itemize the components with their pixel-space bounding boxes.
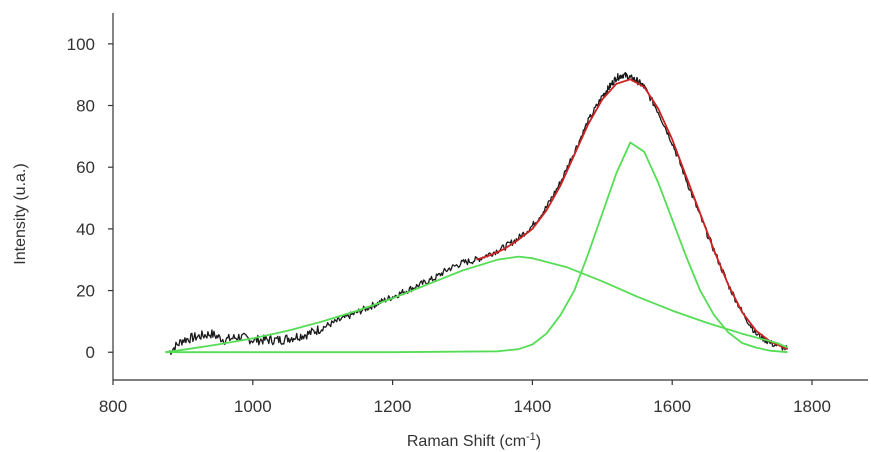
y-tick-label: 40 xyxy=(76,220,95,239)
x-axis-title-suffix: ) xyxy=(536,433,541,450)
x-tick-label: 1400 xyxy=(513,397,551,416)
x-tick-label: 1800 xyxy=(793,397,831,416)
x-tick-label: 1600 xyxy=(653,397,691,416)
y-tick-label: 0 xyxy=(86,343,95,362)
plot-area xyxy=(165,71,789,355)
x-tick-label: 1200 xyxy=(374,397,412,416)
x-tick-label: 1000 xyxy=(234,397,272,416)
axes xyxy=(108,13,868,385)
y-tick-label: 100 xyxy=(67,35,95,54)
y-tick-label: 60 xyxy=(76,158,95,177)
y-tick-label: 20 xyxy=(76,282,95,301)
x-tick-label: 800 xyxy=(99,397,127,416)
series-line-fitted-peak-D xyxy=(165,255,788,354)
x-axis-title-main: Raman Shift (cm xyxy=(407,433,526,450)
y-axis-title: Intensity (u.a.) xyxy=(12,163,29,264)
y-tick-label: 80 xyxy=(76,97,95,116)
series-line-fitted-peak-G xyxy=(165,141,788,354)
series-line-measured-spectrum xyxy=(168,71,789,355)
tick-labels: 0 20 40 60 80 100 800 1000 1200 1400 1600 1800 xyxy=(67,35,831,416)
x-axis-title-superscript: -1 xyxy=(526,431,536,443)
series-line-cumulative-fit xyxy=(476,78,788,351)
x-axis-title: Raman Shift (cm-1) xyxy=(407,431,541,450)
